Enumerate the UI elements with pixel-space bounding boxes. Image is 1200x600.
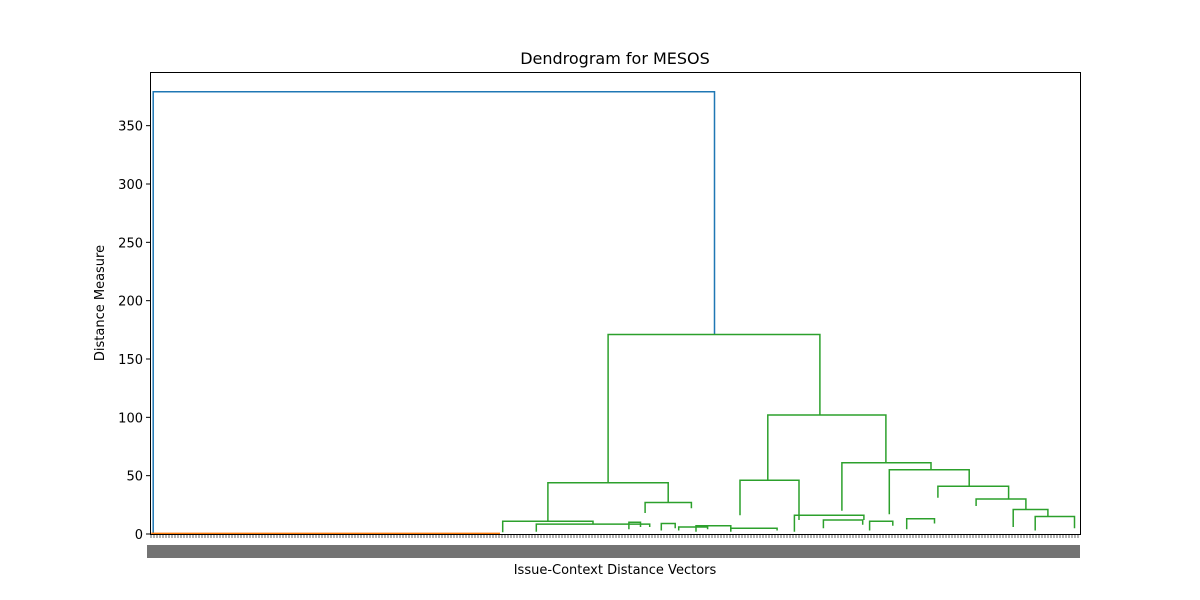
x-axis-leaf-ticks	[147, 534, 1080, 558]
dendrogram-link	[151, 532, 501, 535]
y-tick-label: 350	[118, 120, 143, 135]
y-tick-label: 200	[118, 295, 143, 310]
y-tick-label: 300	[118, 178, 143, 193]
y-tick-label: 250	[118, 236, 143, 251]
dendrogram-link	[888, 469, 970, 515]
y-axis-label: Distance Measure	[93, 245, 108, 361]
dendrogram-link	[1034, 515, 1076, 531]
dendrogram-link	[767, 414, 887, 481]
y-tick-label: 50	[126, 470, 143, 485]
chart-title: Dendrogram for MESOS	[520, 49, 710, 68]
y-tick-label: 0	[135, 528, 143, 543]
dendrogram-links	[151, 91, 1076, 535]
dendrogram-link	[501, 520, 594, 533]
y-tick-label: 150	[118, 353, 143, 368]
dendrogram-link	[677, 526, 709, 531]
dendrogram-link	[905, 518, 936, 530]
leaf-label-band	[147, 545, 1080, 558]
x-axis-label: Issue-Context Distance Vectors	[514, 563, 717, 578]
dendrogram-link	[730, 527, 778, 532]
dendrogram-link	[975, 498, 1027, 510]
y-tick-label: 100	[118, 411, 143, 426]
dendrogram-link	[868, 520, 894, 531]
dendrogram-link	[628, 521, 642, 530]
dendrogram-link	[822, 519, 864, 529]
dendrogram-link	[547, 481, 669, 522]
dendrogram-link	[535, 523, 651, 532]
dendrogram-link	[937, 485, 1010, 499]
dendrogram-link	[607, 333, 821, 483]
dendrogram-link	[660, 522, 676, 531]
plot-frame	[150, 72, 1081, 535]
dendrogram-link	[1012, 508, 1049, 527]
dendrogram-link	[644, 501, 693, 513]
dendrogram-link	[739, 479, 800, 520]
y-axis: 0 50 100 150 200 250 300 350	[118, 120, 150, 543]
dendrogram-link	[152, 91, 716, 534]
dendrogram-link	[793, 514, 865, 532]
dendrogram-link	[841, 462, 932, 511]
